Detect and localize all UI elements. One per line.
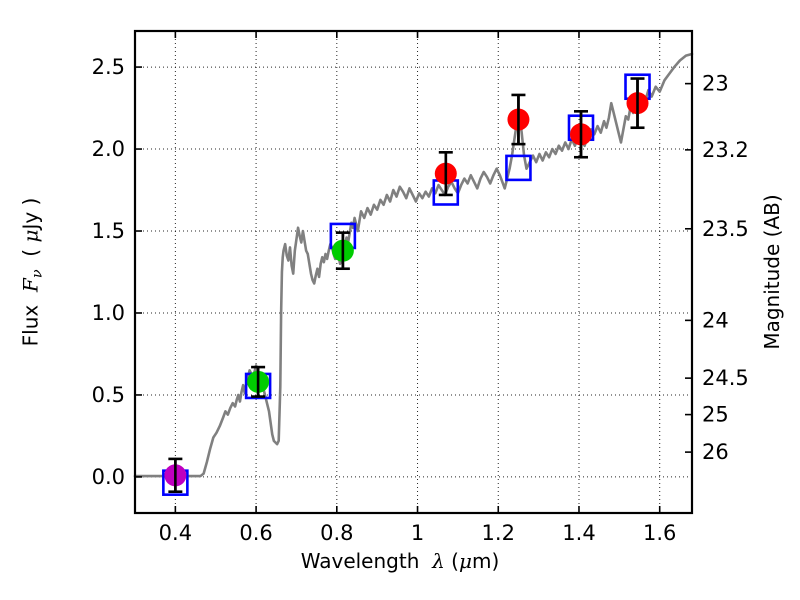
y-tick-label: 2.0	[92, 137, 125, 161]
plot-area	[133, 52, 694, 496]
x-tick-label: 0.6	[239, 521, 272, 545]
y2-tick-label: 24	[702, 308, 729, 332]
axes-frame	[133, 29, 694, 515]
y-tick-label: 0.5	[92, 383, 125, 407]
model-photometry-marker	[505, 154, 532, 182]
y-axis-label: Flux Fν ( μJy )	[18, 197, 46, 347]
y-tick-label: 0.0	[92, 465, 125, 489]
axes-border	[133, 29, 694, 515]
secondary-y-axis-label: Magnitude (AB)	[760, 194, 784, 350]
gridlines	[135, 31, 692, 513]
x-tick-label: 0.8	[320, 521, 353, 545]
x-axis-label: Wavelength λ (μm)	[300, 549, 500, 573]
x-tick-label: 1.2	[482, 521, 515, 545]
y-tick-label: 1.5	[92, 219, 125, 243]
x-tick-label: 0.4	[159, 521, 192, 545]
x-tick-label: 1.4	[562, 521, 595, 545]
y2-tick-label: 26	[702, 440, 729, 464]
x-tick-label: 1.6	[643, 521, 676, 545]
flux-symbol: F	[18, 278, 43, 293]
axis-ticks	[135, 31, 692, 513]
y-tick-label: 2.5	[92, 55, 125, 79]
y2-tick-label: 23.2	[702, 138, 749, 162]
y2-tick-label: 23	[702, 72, 729, 96]
x-tick-label: 1	[411, 521, 424, 545]
lambda-symbol: λ	[432, 549, 445, 573]
axis-tick-labels: 0.4 0.6 0.8 1 1.2 1.4 1.6 0.0 0.5 1.0 1.5 2.0 2.5 23 2…	[92, 55, 749, 545]
y2-tick-label: 25	[702, 403, 729, 427]
y2-tick-label: 23.5	[702, 217, 749, 241]
y-tick-label: 1.0	[92, 301, 125, 325]
y2-tick-label: 24.5	[702, 366, 749, 390]
